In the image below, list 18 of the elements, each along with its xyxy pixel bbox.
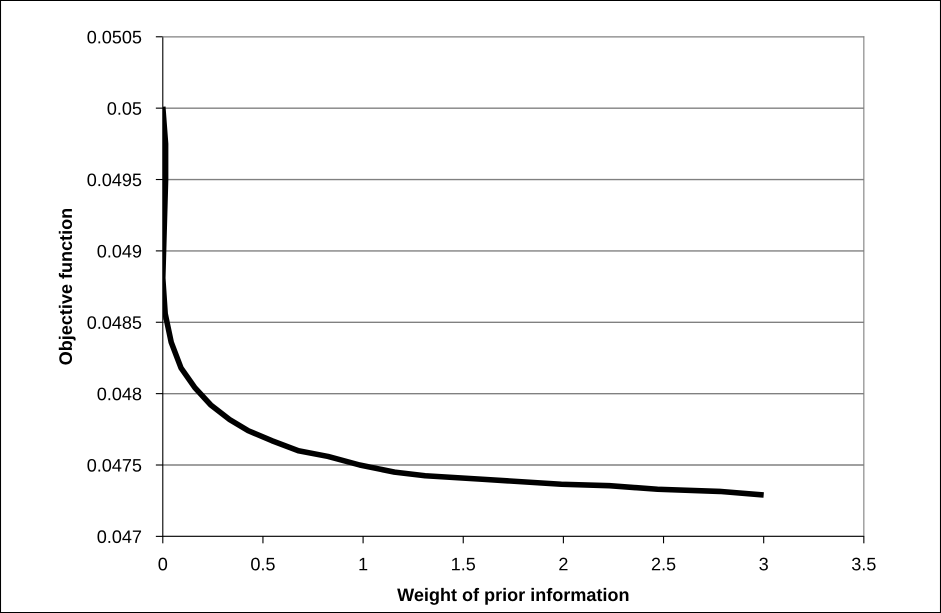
x-tick-label: 1 xyxy=(359,558,368,570)
x-tick-label: 0 xyxy=(158,558,168,570)
x-tick-label: 1.5 xyxy=(452,558,476,570)
y-tick-label: 0.0505 xyxy=(87,30,142,44)
y-tick-label: 0.0475 xyxy=(87,458,142,472)
x-axis-title: Weight of prior information xyxy=(397,588,628,605)
y-tick-label: 0.0485 xyxy=(87,316,142,329)
y-tick-label: 0.049 xyxy=(97,244,142,258)
y-tick-label: 0.0495 xyxy=(87,173,142,186)
x-tick-label: 3.5 xyxy=(852,558,876,570)
x-tick-label: 0.5 xyxy=(251,558,275,570)
y-axis-title: Objective function xyxy=(58,208,76,365)
x-tick-label: 2 xyxy=(559,558,568,570)
x-tick-label: 3 xyxy=(759,558,768,570)
y-tick-label: 0.05 xyxy=(108,102,142,115)
x-tick-label: 2.5 xyxy=(652,558,676,570)
y-tick-label: 0.047 xyxy=(97,530,142,544)
y-tick-label: 0.048 xyxy=(97,388,142,400)
